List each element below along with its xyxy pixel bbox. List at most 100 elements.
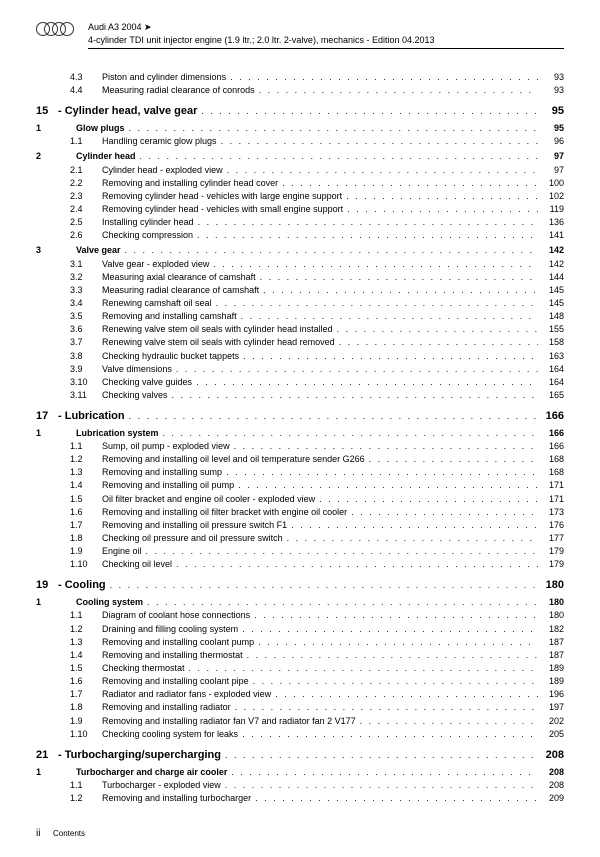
- toc-number: 1.6: [70, 675, 96, 687]
- toc-leader: . . . . . . . . . . . . . . . . . . . . …: [197, 229, 538, 241]
- toc-title: Removing and installing thermostat: [102, 649, 243, 661]
- toc-page: 168: [542, 466, 564, 478]
- toc-page: 148: [542, 310, 564, 322]
- toc-number: 2: [36, 150, 70, 162]
- toc-title: Removing and installing coolant pipe: [102, 675, 249, 687]
- toc-page: 171: [542, 479, 564, 491]
- toc-number: 1.7: [70, 519, 96, 531]
- toc-title: Measuring axial clearance of camshaft: [102, 271, 256, 283]
- toc-row: 2.3Removing cylinder head - vehicles wit…: [36, 190, 564, 202]
- toc-title: Removing and installing camshaft: [102, 310, 237, 322]
- toc-title: - Cylinder head, valve gear: [58, 104, 197, 119]
- toc-page: 119: [542, 203, 564, 215]
- toc-number: 1.4: [70, 479, 96, 491]
- toc-title: Checking hydraulic bucket tappets: [102, 350, 239, 362]
- toc-title: Glow plugs: [76, 122, 125, 134]
- toc-leader: . . . . . . . . . . . . . . . . . . . . …: [227, 164, 538, 176]
- toc-number: 1.4: [70, 649, 96, 661]
- toc-title: Removing and installing turbocharger: [102, 792, 251, 804]
- toc-page: 209: [542, 792, 564, 804]
- toc-leader: . . . . . . . . . . . . . . . . . . . . …: [172, 389, 538, 401]
- toc-number: 2.4: [70, 203, 96, 215]
- toc-title: Removing and installing coolant pump: [102, 636, 254, 648]
- toc-title: Renewing camshaft oil seal: [102, 297, 212, 309]
- toc-number: 2.1: [70, 164, 96, 176]
- toc-number: 2.2: [70, 177, 96, 189]
- toc-title: - Cooling: [58, 578, 106, 593]
- toc-leader: . . . . . . . . . . . . . . . . . . . . …: [319, 493, 538, 505]
- toc-page: 142: [542, 244, 564, 256]
- toc-number: 3.4: [70, 297, 96, 309]
- toc-title: Turbocharger and charge air cooler: [76, 766, 227, 778]
- toc-title: Turbocharger - exploded view: [102, 779, 221, 791]
- toc-page: 187: [542, 649, 564, 661]
- toc-number: 1: [36, 766, 70, 778]
- toc-leader: . . . . . . . . . . . . . . . . . . . . …: [201, 105, 538, 117]
- toc-number: 1.5: [70, 662, 96, 674]
- toc-number: 1.1: [70, 609, 96, 621]
- toc-row: 1Lubrication system. . . . . . . . . . .…: [36, 427, 564, 439]
- toc-title: Removing cylinder head - vehicles with s…: [102, 203, 343, 215]
- toc-leader: . . . . . . . . . . . . . . . . . . . . …: [196, 376, 538, 388]
- toc-number: 15: [36, 104, 58, 119]
- toc-row: 1.1Sump, oil pump - exploded view. . . .…: [36, 440, 564, 452]
- toc-leader: . . . . . . . . . . . . . . . . . . . . …: [189, 662, 538, 674]
- toc-page: 182: [542, 623, 564, 635]
- toc-number: 3: [36, 244, 70, 256]
- toc-page: 155: [542, 323, 564, 335]
- toc-number: 3.3: [70, 284, 96, 296]
- toc-page: 208: [542, 766, 564, 778]
- toc-page: 179: [542, 558, 564, 570]
- toc-leader: . . . . . . . . . . . . . . . . . . . . …: [255, 792, 538, 804]
- toc-number: 19: [36, 578, 58, 593]
- toc-row: 1.10Checking oil level. . . . . . . . . …: [36, 558, 564, 570]
- toc-row: 15 - Cylinder head, valve gear . . . . . …: [36, 104, 564, 119]
- toc-title: Cylinder head: [76, 150, 136, 162]
- toc-leader: . . . . . . . . . . . . . . . . . . . . …: [230, 71, 538, 83]
- toc-page: 102: [542, 190, 564, 202]
- toc-row: 2.6Checking compression. . . . . . . . .…: [36, 229, 564, 241]
- toc-page: 145: [542, 284, 564, 296]
- toc-number: 1.9: [70, 715, 96, 727]
- toc-leader: . . . . . . . . . . . . . . . . . . . . …: [258, 636, 538, 648]
- toc-number: 3.11: [70, 389, 96, 401]
- toc-leader: . . . . . . . . . . . . . . . . . . . . …: [337, 323, 538, 335]
- toc-row: 1.8Checking oil pressure and oil pressur…: [36, 532, 564, 544]
- toc-row: 1.7Radiator and radiator fans - exploded…: [36, 688, 564, 700]
- footer-label: Contents: [53, 829, 85, 838]
- toc-page: 164: [542, 376, 564, 388]
- toc-page: 145: [542, 297, 564, 309]
- toc-row: 2.4 Removing cylinder head - vehicles wit…: [36, 203, 564, 215]
- toc-page: 196: [542, 688, 564, 700]
- toc-page: 166: [542, 427, 564, 439]
- toc-title: Installing cylinder head: [102, 216, 194, 228]
- toc-page: 96: [542, 135, 564, 147]
- toc-number: 1.10: [70, 558, 96, 570]
- toc-row: 1.3Removing and installing coolant pump.…: [36, 636, 564, 648]
- toc-leader: . . . . . . . . . . . . . . . . . . . . …: [198, 216, 538, 228]
- toc-number: 21: [36, 748, 58, 763]
- table-of-contents: 4.3Piston and cylinder dimensions. . . .…: [36, 71, 564, 804]
- toc-title: Draining and filling cooling system: [102, 623, 238, 635]
- toc-page: 97: [542, 164, 564, 176]
- toc-title: Renewing valve stem oil seals with cylin…: [102, 323, 333, 335]
- toc-leader: . . . . . . . . . . . . . . . . . . . . …: [110, 579, 538, 591]
- toc-page: 171: [542, 493, 564, 505]
- toc-row: 1.6 Removing and installing coolant pipe.…: [36, 675, 564, 687]
- toc-row: 2.5Installing cylinder head. . . . . . .…: [36, 216, 564, 228]
- toc-row: 1.2Draining and filling cooling system. …: [36, 623, 564, 635]
- toc-page: 93: [542, 84, 564, 96]
- toc-leader: . . . . . . . . . . . . . . . . . . . . …: [253, 675, 538, 687]
- toc-page: 177: [542, 532, 564, 544]
- toc-number: 1.5: [70, 493, 96, 505]
- toc-leader: . . . . . . . . . . . . . . . . . . . . …: [254, 609, 538, 621]
- toc-page: 180: [542, 609, 564, 621]
- toc-title: Removing cylinder head - vehicles with l…: [102, 190, 342, 202]
- toc-title: Checking cooling system for leaks: [102, 728, 238, 740]
- toc-page: 136: [542, 216, 564, 228]
- toc-title: Removing and installing oil pressure swi…: [102, 519, 287, 531]
- toc-page: 142: [542, 258, 564, 270]
- doc-subtitle: 4-cylinder TDI unit injector engine (1.9…: [88, 35, 564, 49]
- toc-title: Checking valves: [102, 389, 168, 401]
- toc-page: 166: [542, 440, 564, 452]
